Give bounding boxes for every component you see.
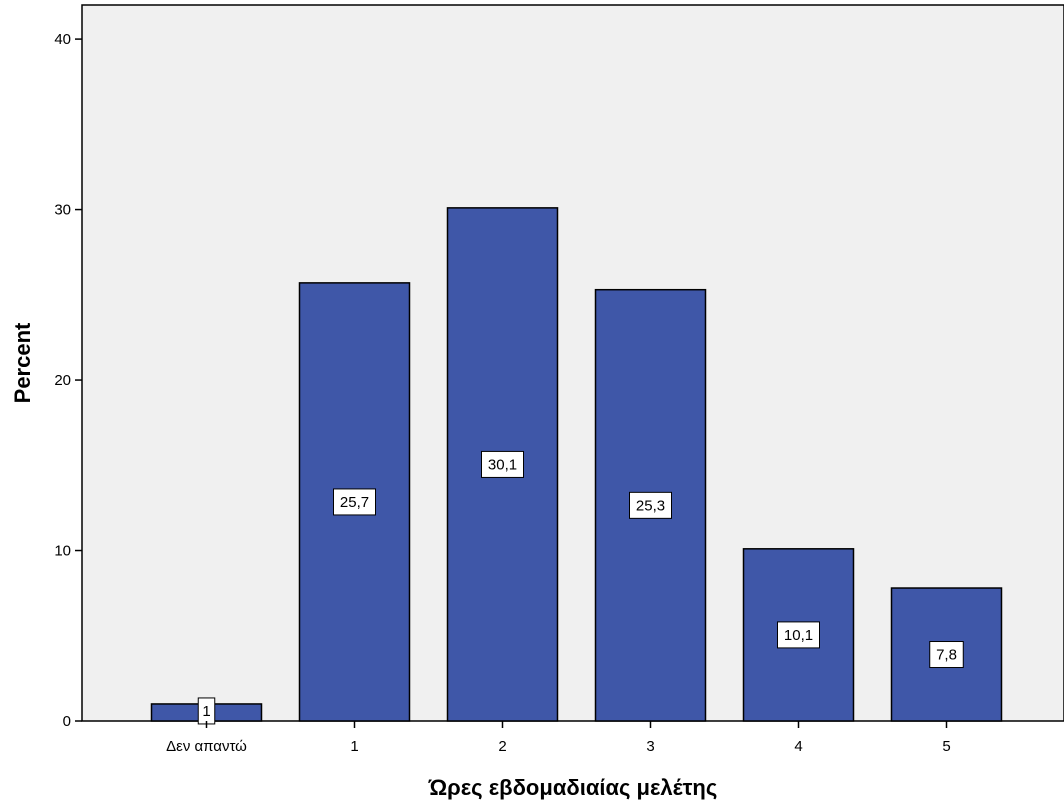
y-tick-label: 10 <box>54 543 71 560</box>
data-label-box <box>333 488 376 516</box>
x-tick-label: 4 <box>794 738 802 755</box>
x-tick-label: 5 <box>942 738 950 755</box>
x-tick-label: 3 <box>646 738 654 755</box>
y-tick-label: 30 <box>54 202 71 219</box>
data-label: 30,1 <box>488 456 517 473</box>
data-label: 7,8 <box>936 647 957 664</box>
x-tick-label: 2 <box>498 738 506 755</box>
data-label: 25,7 <box>340 494 369 511</box>
y-axis: 0 10 20 30 40 <box>54 31 82 730</box>
data-label: 1 <box>202 703 210 720</box>
data-label-box <box>481 450 524 478</box>
data-label: 10,1 <box>784 627 813 644</box>
x-tick-label: 1 <box>350 738 358 755</box>
data-label-box <box>929 641 964 669</box>
x-axis-title: Ώρες εβδομαδιαίας μελέτης <box>428 775 718 800</box>
data-label: 25,3 <box>636 497 665 514</box>
data-label-box <box>777 621 820 649</box>
x-tick-label: Δεν απαντώ <box>166 738 247 755</box>
data-label-box <box>629 491 672 519</box>
y-tick-label: 20 <box>54 372 71 389</box>
y-axis-title: Percent <box>10 322 35 403</box>
y-tick-label: 40 <box>54 31 71 48</box>
bars: 1 25,7 30,1 25,3 10,1 7,8 <box>150 207 1003 725</box>
y-tick-label: 0 <box>63 713 71 730</box>
x-axis: Δεν απαντώ 1 2 3 4 5 <box>166 721 951 755</box>
